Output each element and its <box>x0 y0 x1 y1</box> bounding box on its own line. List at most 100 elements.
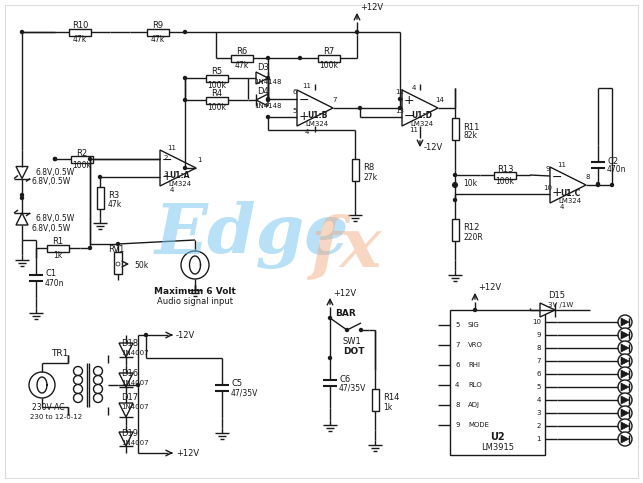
Text: 47k: 47k <box>150 34 165 43</box>
Text: SW1: SW1 <box>343 338 361 346</box>
Bar <box>96 186 104 209</box>
Text: 3V /1W: 3V /1W <box>548 302 574 308</box>
Polygon shape <box>621 409 629 417</box>
Text: 6: 6 <box>455 362 460 368</box>
Bar <box>372 389 379 411</box>
Text: LM324: LM324 <box>305 121 329 127</box>
Circle shape <box>266 76 269 80</box>
Text: 4: 4 <box>537 397 541 403</box>
Polygon shape <box>550 167 586 203</box>
Text: 47k: 47k <box>108 200 122 209</box>
Bar <box>451 219 458 241</box>
Text: BAR: BAR <box>335 310 356 318</box>
Text: +: + <box>161 170 172 183</box>
Polygon shape <box>119 403 133 417</box>
Bar <box>206 97 228 103</box>
Circle shape <box>93 375 102 384</box>
Circle shape <box>183 76 186 80</box>
Text: −: − <box>552 170 562 184</box>
Circle shape <box>73 375 82 384</box>
Circle shape <box>618 432 632 446</box>
Circle shape <box>399 106 401 110</box>
Text: 82k: 82k <box>463 131 477 141</box>
Text: 1N4148: 1N4148 <box>254 79 282 85</box>
Circle shape <box>89 157 91 160</box>
Circle shape <box>359 328 363 331</box>
Text: C2: C2 <box>607 156 618 166</box>
Text: 5: 5 <box>293 108 297 114</box>
Circle shape <box>399 98 401 100</box>
Text: D17: D17 <box>121 393 138 401</box>
Polygon shape <box>16 213 28 225</box>
Text: 1k: 1k <box>383 402 392 412</box>
Text: VRO: VRO <box>468 342 483 348</box>
Text: 8: 8 <box>586 174 590 180</box>
Circle shape <box>73 394 82 402</box>
Circle shape <box>98 175 102 179</box>
Text: MODE: MODE <box>468 422 489 428</box>
Circle shape <box>266 98 269 100</box>
Circle shape <box>453 173 457 176</box>
Polygon shape <box>621 383 629 391</box>
Text: fx: fx <box>310 214 381 282</box>
Text: C6: C6 <box>339 374 350 384</box>
Polygon shape <box>621 357 629 365</box>
Bar <box>451 118 458 140</box>
Text: 8: 8 <box>455 402 460 408</box>
Circle shape <box>329 356 332 359</box>
Text: 7: 7 <box>332 97 337 103</box>
Text: Audio signal input: Audio signal input <box>157 297 233 306</box>
Text: R14: R14 <box>383 394 399 402</box>
Text: +12V: +12V <box>333 288 356 298</box>
Text: R11: R11 <box>463 123 480 131</box>
Bar <box>69 28 91 35</box>
Text: −: − <box>404 110 414 123</box>
Circle shape <box>298 57 302 59</box>
Circle shape <box>73 367 82 375</box>
Text: 47/35V: 47/35V <box>339 384 367 393</box>
Text: 5: 5 <box>455 322 459 328</box>
Text: +: + <box>299 110 309 123</box>
Text: R6: R6 <box>237 47 248 57</box>
Text: SIG: SIG <box>468 322 480 328</box>
Bar <box>231 55 253 61</box>
Text: 1: 1 <box>197 157 201 163</box>
Circle shape <box>618 315 632 329</box>
Text: 47/35V: 47/35V <box>231 388 258 398</box>
Text: 1N4007: 1N4007 <box>121 440 149 446</box>
Polygon shape <box>256 72 268 84</box>
Text: LM324: LM324 <box>168 181 192 187</box>
Text: 470n: 470n <box>45 279 64 287</box>
Text: 11: 11 <box>557 162 566 168</box>
Circle shape <box>618 328 632 342</box>
Text: U1:C: U1:C <box>560 188 580 198</box>
Text: 27k: 27k <box>363 172 377 182</box>
Text: 50k: 50k <box>134 261 149 270</box>
Text: 6.8V,0.5W: 6.8V,0.5W <box>35 213 74 223</box>
Polygon shape <box>621 318 629 326</box>
Circle shape <box>89 246 91 250</box>
Text: 7: 7 <box>455 342 460 348</box>
Text: D16: D16 <box>121 369 138 378</box>
Text: 6.8V,0.5W: 6.8V,0.5W <box>35 169 74 177</box>
Text: 100k: 100k <box>207 81 226 89</box>
Text: -12V: -12V <box>176 330 195 340</box>
Circle shape <box>453 199 457 201</box>
Polygon shape <box>621 370 629 378</box>
Text: LM324: LM324 <box>558 198 581 204</box>
Polygon shape <box>540 303 555 317</box>
Circle shape <box>329 316 332 319</box>
Text: Edge: Edge <box>155 201 350 269</box>
Text: LM3915: LM3915 <box>481 442 514 452</box>
Text: 11: 11 <box>302 83 311 89</box>
Circle shape <box>266 57 269 59</box>
Text: ADJ: ADJ <box>468 402 480 408</box>
Polygon shape <box>119 343 133 357</box>
Circle shape <box>21 194 24 197</box>
Circle shape <box>610 184 613 186</box>
Text: R10: R10 <box>72 22 88 30</box>
Bar <box>71 156 93 162</box>
Text: TR1: TR1 <box>51 349 69 357</box>
Text: 6.8V,0.5W: 6.8V,0.5W <box>32 177 71 186</box>
Circle shape <box>53 157 57 160</box>
